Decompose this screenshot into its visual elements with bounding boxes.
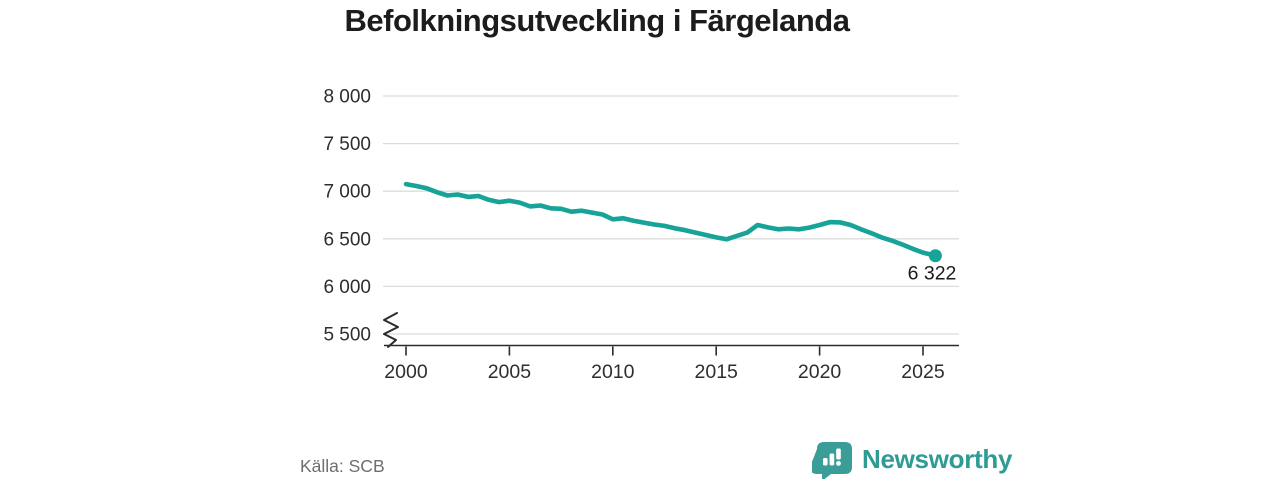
x-tick-label: 2000 <box>384 361 428 383</box>
population-line <box>403 181 938 258</box>
y-tick-label: 6 500 <box>323 229 371 250</box>
chart-title: Befolkningsutveckling i Färgelanda <box>344 3 850 38</box>
y-tick-label: 5 500 <box>323 325 371 346</box>
x-tick-label: 2020 <box>798 361 842 383</box>
logo-bar-tall <box>829 453 835 466</box>
end-value-label: 6 322 <box>908 263 957 285</box>
y-tick-label: 6 000 <box>323 277 371 298</box>
y-tick-label: 8 000 <box>323 87 371 108</box>
newsworthy-logo-icon <box>810 440 853 480</box>
y-tick-label: 7 000 <box>323 182 371 203</box>
newsworthy-logo-text: Newsworthy <box>862 444 1013 474</box>
logo-bar-short <box>823 458 828 466</box>
logo-exclamation-bar <box>836 448 841 460</box>
end-point-marker <box>928 249 942 263</box>
logo-exclamation-dot <box>836 461 841 466</box>
axis-break-icon <box>383 312 399 348</box>
x-tick-label: 2005 <box>488 361 532 383</box>
x-tick-label: 2015 <box>695 361 739 383</box>
y-tick-label: 7 500 <box>323 134 371 155</box>
source-note: Källa: SCB <box>300 456 385 476</box>
x-tick-label: 2025 <box>901 361 945 383</box>
newsworthy-brand-link[interactable]: Newsworthy <box>810 440 1013 480</box>
x-tick-label: 2010 <box>591 361 635 383</box>
